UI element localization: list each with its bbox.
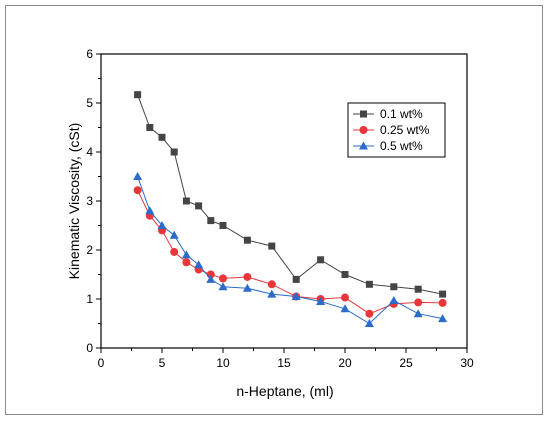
data-point (291, 292, 301, 301)
data-point (218, 282, 228, 291)
series-circle (133, 186, 447, 318)
data-point (219, 274, 227, 283)
figure-frame (5, 5, 543, 415)
data-point (195, 202, 203, 210)
data-point (157, 221, 167, 229)
x-tick-label: 30 (460, 356, 474, 370)
data-point (340, 304, 350, 313)
data-point (438, 314, 448, 323)
data-point (267, 280, 276, 289)
x-tick-label: 25 (399, 356, 413, 370)
data-point (341, 293, 349, 302)
data-point (414, 298, 423, 307)
data-point (438, 298, 447, 307)
data-point (316, 296, 326, 305)
y-tick-label: 5 (86, 96, 93, 110)
data-point (364, 319, 374, 327)
data-point (194, 260, 204, 269)
x-tick-label: 10 (216, 356, 230, 370)
y-tick-label: 2 (86, 243, 93, 257)
data-point (292, 275, 300, 283)
data-point (133, 186, 142, 195)
data-point (182, 258, 191, 267)
plot-area (100, 53, 468, 349)
y-tick-label: 4 (86, 145, 93, 159)
plot-border (100, 53, 468, 349)
axes: 0 5 10 15 20 25 30 0 1 2 3 4 5 6 (86, 47, 474, 370)
data-point (390, 283, 398, 291)
y-tick-label: 6 (86, 47, 93, 61)
data-point (170, 148, 178, 156)
legend-marker (359, 126, 368, 134)
y-axis-title: Kinematic Viscosity, (cSt) (66, 123, 82, 280)
y-tick-label: 0 (86, 341, 93, 355)
data-point (146, 124, 154, 131)
series-square (134, 91, 447, 298)
x-tick-label: 15 (277, 356, 291, 370)
x-axis-title: n-Heptane, (ml) (236, 383, 333, 399)
legend-label: 0.25 wt% (380, 123, 430, 137)
data-point (242, 283, 252, 292)
legend-marker (360, 110, 367, 118)
data-point (267, 289, 277, 298)
series-layer (133, 91, 448, 327)
y-tick-label: 3 (86, 194, 93, 208)
data-point (206, 274, 216, 283)
legend: 0.1 wt% 0.25 wt% 0.5 wt% (347, 102, 446, 158)
data-point (181, 250, 191, 259)
y-tick-label: 1 (86, 292, 93, 306)
data-point (414, 285, 422, 293)
data-point (268, 242, 276, 250)
x-tick-label: 0 (98, 356, 105, 370)
data-point (365, 309, 374, 318)
x-tick-label: 20 (338, 356, 352, 370)
x-tick-label: 5 (159, 356, 166, 370)
data-point (182, 197, 190, 205)
legend-marker (359, 141, 368, 150)
legend-label: 0.5 wt% (380, 139, 423, 153)
data-point (341, 271, 349, 278)
data-point (133, 172, 143, 180)
data-point (145, 206, 155, 215)
data-point (170, 247, 179, 256)
series-triangle (133, 172, 448, 327)
data-point (365, 280, 373, 288)
data-point (243, 236, 251, 244)
series-line (137, 190, 443, 315)
data-point (134, 91, 142, 99)
data-point (389, 295, 399, 304)
data-point (413, 309, 423, 318)
data-point (207, 217, 215, 225)
data-point (169, 230, 179, 239)
data-point (317, 256, 325, 264)
data-point (158, 133, 166, 141)
legend-label: 0.1 wt% (380, 107, 423, 121)
data-point (439, 290, 447, 298)
data-point (219, 222, 227, 229)
data-point (243, 272, 252, 281)
